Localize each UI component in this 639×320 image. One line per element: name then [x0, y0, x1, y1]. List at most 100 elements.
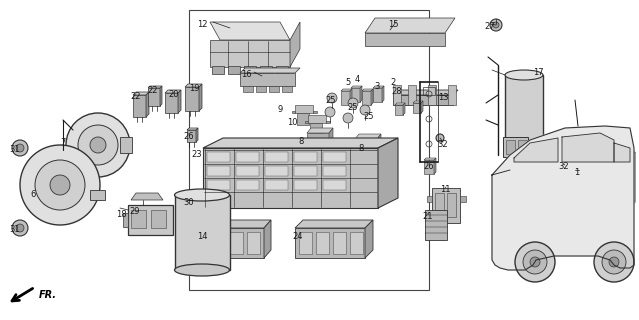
- Text: 26: 26: [423, 162, 434, 171]
- Text: 2: 2: [390, 78, 396, 87]
- Text: 25: 25: [363, 112, 374, 121]
- Text: 12: 12: [197, 20, 208, 29]
- Bar: [518, 140, 527, 154]
- Polygon shape: [630, 152, 635, 210]
- Polygon shape: [292, 111, 295, 113]
- Bar: [265, 152, 288, 162]
- Polygon shape: [393, 95, 453, 105]
- Circle shape: [343, 113, 353, 123]
- Circle shape: [600, 193, 606, 199]
- Polygon shape: [297, 113, 309, 125]
- Polygon shape: [378, 138, 398, 208]
- Text: 4: 4: [355, 75, 360, 84]
- Ellipse shape: [505, 70, 543, 80]
- Text: 20: 20: [168, 90, 178, 99]
- Bar: [120, 137, 132, 153]
- Circle shape: [594, 242, 634, 282]
- Polygon shape: [355, 139, 377, 149]
- Polygon shape: [146, 92, 149, 117]
- Bar: [151, 210, 166, 228]
- Polygon shape: [290, 22, 300, 67]
- Bar: [207, 180, 230, 190]
- Circle shape: [600, 179, 606, 185]
- Polygon shape: [373, 86, 384, 88]
- Text: 30: 30: [183, 198, 194, 207]
- Polygon shape: [295, 228, 365, 258]
- Circle shape: [66, 113, 130, 177]
- Polygon shape: [382, 86, 384, 102]
- Polygon shape: [203, 138, 398, 148]
- Polygon shape: [308, 115, 326, 123]
- Polygon shape: [362, 89, 373, 91]
- Bar: [236, 166, 259, 176]
- Text: 11: 11: [440, 185, 450, 194]
- Bar: [323, 152, 346, 162]
- Text: 26: 26: [183, 132, 194, 141]
- Polygon shape: [187, 130, 196, 142]
- Polygon shape: [371, 89, 373, 105]
- Polygon shape: [131, 193, 163, 200]
- Polygon shape: [295, 220, 373, 228]
- Bar: [247, 232, 260, 254]
- Polygon shape: [350, 89, 352, 105]
- Polygon shape: [424, 160, 434, 174]
- Text: 22: 22: [147, 86, 157, 95]
- Polygon shape: [209, 228, 264, 258]
- Bar: [323, 180, 346, 190]
- Polygon shape: [351, 86, 362, 88]
- Polygon shape: [295, 105, 313, 113]
- Polygon shape: [185, 84, 202, 87]
- Polygon shape: [133, 92, 149, 95]
- Bar: [128, 205, 173, 235]
- Polygon shape: [329, 128, 333, 143]
- Polygon shape: [123, 213, 128, 227]
- Bar: [316, 232, 329, 254]
- Circle shape: [490, 19, 502, 31]
- Text: 23: 23: [191, 150, 202, 159]
- Polygon shape: [424, 158, 436, 160]
- Polygon shape: [178, 90, 181, 113]
- Bar: [228, 66, 240, 74]
- Circle shape: [615, 165, 621, 171]
- Polygon shape: [209, 220, 271, 228]
- Bar: [212, 66, 224, 74]
- Polygon shape: [365, 33, 445, 46]
- Circle shape: [16, 144, 24, 152]
- Bar: [213, 232, 226, 254]
- Polygon shape: [492, 126, 634, 270]
- Text: 25: 25: [325, 96, 335, 105]
- Polygon shape: [160, 86, 162, 106]
- Bar: [175, 195, 230, 270]
- Bar: [294, 180, 317, 190]
- Circle shape: [20, 145, 100, 225]
- Bar: [435, 193, 444, 217]
- Polygon shape: [326, 121, 330, 123]
- Polygon shape: [395, 105, 403, 115]
- Bar: [244, 66, 256, 74]
- Text: 15: 15: [388, 20, 399, 29]
- Bar: [282, 86, 292, 92]
- Text: 31: 31: [9, 225, 20, 234]
- Polygon shape: [351, 88, 360, 102]
- Ellipse shape: [174, 264, 229, 276]
- Circle shape: [615, 179, 621, 185]
- Polygon shape: [199, 84, 202, 111]
- Polygon shape: [264, 220, 271, 258]
- Circle shape: [600, 165, 606, 171]
- Text: 29: 29: [129, 207, 139, 216]
- Bar: [503, 137, 528, 157]
- Text: 3: 3: [374, 82, 380, 91]
- Bar: [207, 166, 230, 176]
- Circle shape: [615, 193, 621, 199]
- Polygon shape: [413, 101, 423, 103]
- Text: 7: 7: [60, 138, 65, 147]
- Circle shape: [12, 220, 28, 236]
- Polygon shape: [565, 152, 635, 160]
- Circle shape: [570, 179, 576, 185]
- Text: 24: 24: [292, 232, 302, 241]
- Text: 17: 17: [533, 68, 544, 77]
- Bar: [506, 140, 515, 154]
- Circle shape: [530, 257, 540, 267]
- Polygon shape: [307, 128, 333, 133]
- Polygon shape: [341, 89, 352, 91]
